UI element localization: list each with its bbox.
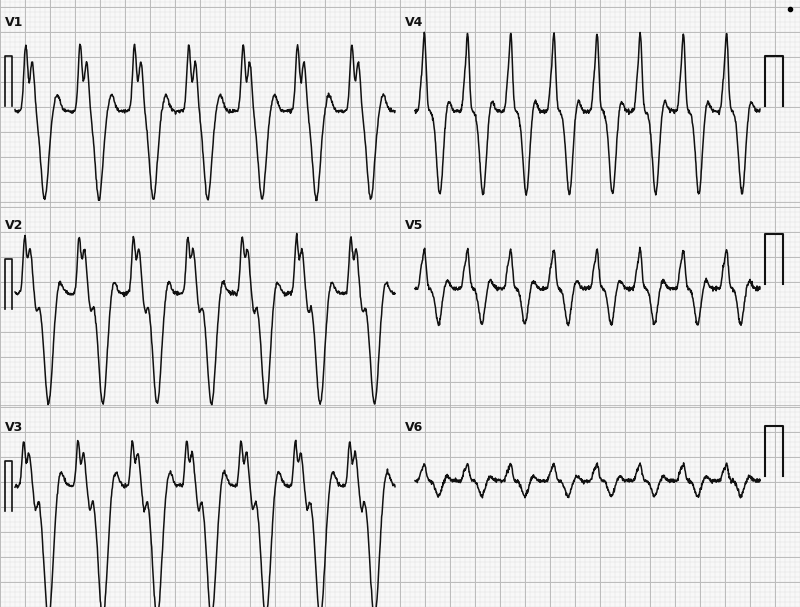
Text: V6: V6 <box>405 421 423 434</box>
Text: V5: V5 <box>405 219 423 231</box>
Text: V2: V2 <box>5 219 23 231</box>
Text: V1: V1 <box>5 16 23 29</box>
Text: V3: V3 <box>5 421 23 434</box>
Text: V4: V4 <box>405 16 423 29</box>
